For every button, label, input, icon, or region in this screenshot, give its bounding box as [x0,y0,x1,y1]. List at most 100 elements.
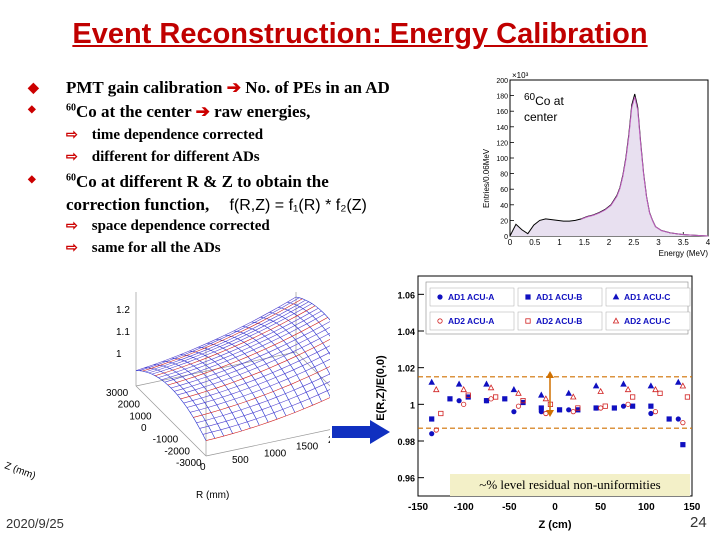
surface-plot: 05001000150020002500-3000-2000-100001000… [3,292,330,501]
surface-mesh-line [170,321,330,389]
spectrum-fill [510,94,708,236]
surface-y-tick-label: -1000 [153,435,179,446]
surface-y-tick-label: 3000 [106,388,129,399]
scatter-legend-label: AD1 ACU-A [448,292,494,302]
scatter-point [456,398,462,404]
surface-x-tick-label: 0 [200,462,206,473]
bullet-1-text-a: PMT gain calibration [66,78,227,97]
scatter-point [455,380,463,387]
spectrum-y-tick-label: 200 [496,78,508,85]
scatter-point [648,410,654,417]
surface-mesh-line [139,297,300,371]
scatter-point [652,386,659,393]
legend-marker [437,318,443,324]
surface-mesh-line [205,397,330,441]
scatter-point [465,392,471,398]
surface-z-tick-label: 1.3 [116,292,130,294]
surface-mesh-line [145,299,306,373]
legend-marker [525,318,531,324]
legend-marker [525,294,531,300]
surface-mesh-line [153,364,225,437]
scatter-x-tick-label: -50 [502,502,517,513]
spectrum-note: 60Co at center [524,92,564,124]
diamond-bullet-icon: ◆ [28,104,36,115]
slide-title: Event Reconstruction: Energy Calibration [72,18,648,50]
scatter-point [542,395,550,402]
surface-mesh-line [144,367,216,439]
uniformity-scatter-chart: -150 -100 -50 0 50 100 150 0.96 0.98 1 1.02 1.04 1.0… [375,275,700,531]
bullet-3-text: Co at different R & Z to obtain the [76,172,329,191]
spectrum-x-tick-label: 0.5 [529,238,541,247]
hollow-arrow-icon: ⇨ [66,219,78,234]
scatter-point [597,387,604,394]
scatter-point [428,378,435,385]
surface-box-edge [295,351,330,387]
scatter-point [493,394,499,400]
spectrum-x-tick-label: 3.5 [678,238,690,247]
surface-mesh-line [158,307,319,378]
scatter-point [565,389,572,396]
correction-formula: f(R,Z) = f₁(R) * f₂(Z) [229,197,367,214]
scatter-point [675,378,682,385]
scatter-point [648,403,654,409]
scatter-point [502,396,508,402]
sub-bullet-2b: ⇨ same for all the ADs [66,240,221,256]
surface-mesh-line [161,310,322,381]
scatter-point [652,409,659,415]
spectrum-y-tick-label: 160 [496,109,508,116]
spectrum-x-tick-label: 1.5 [579,238,591,247]
surface-x-tick-label: 1000 [264,448,287,459]
scatter-point [511,409,517,415]
scatter-point [593,405,599,411]
scatter-point [602,403,608,409]
sub-bullet-2a: ⇨ space dependence corrected [66,218,270,234]
scatter-point [630,403,636,409]
spectrum-y-tick-label: 20 [500,218,508,225]
spectrum-y-tick-label: 100 [496,156,508,163]
scatter-point [433,427,439,433]
scatter-legend-entry [429,311,515,331]
scatter-point [510,386,518,393]
surface-y-tick-label: 2000 [118,400,141,411]
scatter-y-tick-label: 0.98 [397,437,415,447]
legend-marker [612,293,620,300]
surface-x-tick-label: 1500 [296,442,319,453]
spectrum-x-tick-label: 0 [508,238,513,247]
scatter-point [624,386,632,393]
scatter-legend-label: AD2 ACU-A [448,316,494,326]
sub-bullet-1b: ⇨ different for different ADs [66,149,260,165]
scatter-y-tick-label: 1.04 [397,327,415,337]
surface-mesh-line [164,313,325,383]
scatter-legend-entry [517,287,603,307]
spectrum-y-tick-label: 0 [504,234,508,241]
surface-mesh-line [186,352,330,408]
scatter-point [684,394,691,400]
scatter-point [447,396,453,402]
scatter-point [538,391,545,398]
spectrum-x-tick-label: 3 [656,238,661,247]
scatter-point [515,389,522,396]
diamond-bullet-icon: ◆ [28,174,36,185]
scatter-legend-label: AD1 ACU-C [624,292,670,302]
bullet-3: ◆ 60Co at different R & Z to obtain the [28,172,329,191]
surface-y-tick-label: -3000 [176,458,202,469]
scatter-point [566,407,572,413]
residual-note: ~% level residual non-uniformities [450,474,690,496]
scatter-point [429,416,435,422]
bullet-1-text-b: No. of PEs in an AD [240,78,390,97]
surface-box-edge [135,385,207,457]
scatter-point [592,382,600,389]
scatter-point [429,431,435,437]
scatter-point [461,401,467,407]
spectrum-y-tick-label: 60 [500,187,508,194]
spectrum-y-label: Entries/0.06MeV [482,148,491,208]
spectrum-y-tick-label: 180 [496,94,508,101]
spectrum-x-tick-label: 4 [706,238,711,247]
right-arrow-icon: ➔ [195,102,210,121]
scatter-point [460,386,467,393]
spectrum-x-tick-label: 1 [557,238,562,247]
scatter-y-tick-label: 0.96 [397,474,415,484]
scatter-point [570,409,576,415]
scatter-legend-entry [517,311,603,331]
scatter-point [520,398,526,404]
